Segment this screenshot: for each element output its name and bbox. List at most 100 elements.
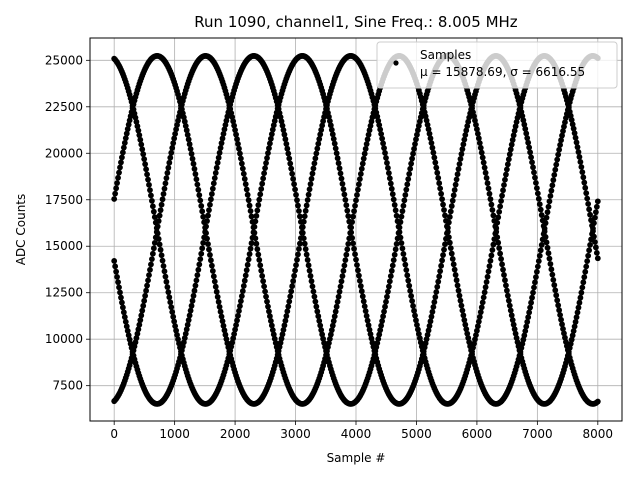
data-point (493, 228, 500, 235)
data-point (250, 229, 257, 236)
data-point (212, 170, 219, 176)
data-point (312, 155, 319, 162)
data-point (253, 240, 260, 247)
data-point (383, 154, 389, 161)
data-point (168, 149, 175, 156)
data-point (574, 144, 581, 151)
data-point (481, 164, 488, 171)
data-point (403, 186, 410, 193)
data-point (425, 327, 432, 334)
data-point (509, 317, 516, 323)
data-point (527, 304, 534, 311)
data-point (341, 262, 348, 269)
data-point (482, 169, 489, 176)
data-point (456, 161, 463, 167)
data-point (461, 136, 468, 143)
data-point (230, 118, 237, 125)
data-point (593, 203, 600, 210)
data-point (395, 230, 402, 236)
data-point (446, 214, 453, 220)
data-point (365, 322, 372, 329)
data-point (533, 179, 539, 186)
data-point (401, 197, 408, 204)
data-point (461, 317, 468, 323)
data-point (348, 229, 355, 236)
data-point (339, 273, 346, 279)
data-point (549, 271, 556, 278)
data-point (160, 263, 167, 269)
data-point (332, 145, 339, 152)
data-point (391, 251, 398, 258)
data-point (592, 209, 599, 216)
data-point (268, 322, 275, 329)
data-point (306, 186, 313, 193)
data-point (183, 326, 190, 333)
data-point (268, 131, 275, 138)
data-point (259, 180, 266, 187)
data-point (478, 304, 485, 311)
data-point (498, 256, 504, 262)
data-point (521, 121, 528, 128)
data-point (191, 287, 198, 294)
data-point (211, 175, 218, 182)
data-point (112, 263, 119, 270)
data-point (115, 174, 121, 181)
data-point (149, 197, 155, 204)
y-tick-label: 12500 (45, 286, 83, 300)
data-point (317, 322, 324, 329)
data-point (531, 284, 537, 291)
data-point (120, 144, 127, 151)
data-point (434, 169, 441, 176)
data-point (333, 150, 340, 157)
data-point (582, 268, 589, 275)
data-point (146, 272, 152, 279)
data-point (352, 202, 358, 209)
data-point (353, 256, 359, 263)
data-point (335, 293, 342, 300)
data-point (262, 165, 268, 172)
data-point (311, 160, 318, 167)
data-point (524, 135, 531, 141)
data-point (356, 176, 363, 183)
data-point (396, 224, 403, 231)
data-point (301, 213, 308, 220)
data-point (452, 272, 459, 278)
data-point (278, 118, 285, 125)
data-point (554, 156, 561, 163)
data-point (269, 126, 276, 133)
data-point (284, 308, 291, 315)
data-point (495, 214, 502, 221)
data-point (329, 131, 336, 138)
data-point (316, 317, 323, 324)
data-point (193, 176, 200, 183)
x-axis-label: Sample # (327, 451, 386, 465)
data-point (592, 244, 599, 251)
data-point (380, 140, 386, 147)
data-point (498, 198, 504, 204)
data-point (254, 207, 261, 214)
data-point (529, 159, 535, 166)
data-point (411, 145, 417, 152)
data-point (580, 279, 587, 286)
data-point (122, 318, 129, 325)
data-point (162, 273, 169, 280)
data-point (366, 326, 373, 333)
data-point (116, 169, 122, 176)
data-point (246, 251, 253, 257)
data-point (352, 251, 358, 258)
data-point (349, 235, 356, 241)
data-point (146, 181, 152, 188)
data-point (488, 201, 495, 208)
data-point (115, 279, 121, 286)
data-point (302, 246, 309, 253)
data-point (503, 171, 509, 178)
data-point (140, 302, 147, 309)
data-point (315, 313, 322, 320)
data-point (239, 288, 246, 294)
data-point (407, 165, 414, 172)
data-point (377, 327, 384, 334)
data-point (582, 184, 589, 191)
data-point (342, 257, 349, 264)
data-point (138, 141, 145, 148)
data-point (216, 149, 223, 156)
